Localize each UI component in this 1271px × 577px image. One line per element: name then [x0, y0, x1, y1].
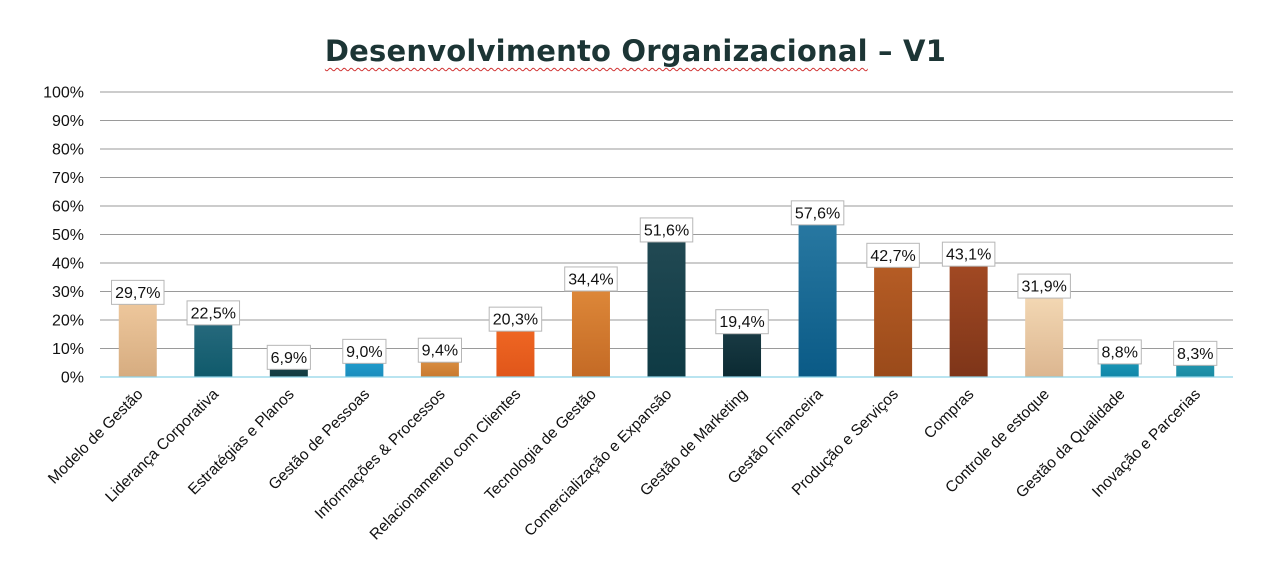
data-label: 20,3%	[493, 312, 538, 329]
y-tick-label: 10%	[52, 341, 84, 358]
data-label: 29,7%	[115, 285, 160, 302]
data-label: 9,4%	[422, 343, 458, 360]
data-label: 19,4%	[719, 314, 764, 331]
data-label-box	[790, 200, 845, 226]
data-labels: 29,7% 22,5% 6,9% 9,0% 9,4% 20,3% 34,4% 51,6% 19,…	[111, 200, 1218, 370]
y-tick-label: 60%	[52, 199, 84, 216]
data-label: 42,7%	[870, 248, 915, 265]
chart-title: Desenvolvimento Organizacional – V1	[0, 34, 1271, 68]
y-tick-label: 0%	[61, 370, 84, 387]
y-tick-label: 80%	[52, 142, 84, 159]
data-label: 8,8%	[1101, 344, 1137, 361]
x-tick-label: Compras	[921, 386, 978, 443]
data-label: 6,9%	[271, 350, 307, 367]
data-label-box	[186, 300, 241, 326]
bar	[874, 255, 913, 377]
bar	[1025, 286, 1064, 377]
x-tick-label: Informações & Processos	[312, 386, 449, 523]
bar	[949, 254, 988, 377]
x-tick-label: Relacionamento com Clientes	[367, 386, 525, 544]
y-tick-label: 50%	[52, 227, 84, 244]
chart-title-suffix: – V1	[867, 34, 947, 68]
data-label-box	[266, 344, 311, 370]
y-tick-label: 20%	[52, 313, 84, 330]
data-label: 31,9%	[1021, 279, 1066, 296]
data-label-box	[1173, 340, 1218, 366]
y-tick-label: 40%	[52, 256, 84, 273]
data-label: 22,5%	[191, 305, 236, 322]
data-label-box	[1097, 339, 1142, 365]
data-label: 8,3%	[1177, 346, 1213, 363]
y-tick-label: 100%	[43, 85, 84, 102]
data-label-box	[564, 266, 618, 292]
data-label-box	[639, 217, 694, 243]
data-label-box	[1017, 273, 1071, 299]
data-label-box	[417, 337, 462, 363]
data-label: 57,6%	[795, 205, 840, 222]
data-label-box	[342, 338, 387, 364]
data-label-box	[715, 309, 769, 335]
bar	[571, 278, 610, 377]
bar	[798, 212, 837, 377]
bar	[647, 229, 686, 377]
y-tick-label: 90%	[52, 113, 84, 130]
data-label-box	[488, 306, 543, 332]
bar	[118, 292, 157, 377]
data-label-box	[866, 242, 920, 268]
y-tick-label: 70%	[52, 170, 84, 187]
data-label: 34,4%	[568, 271, 613, 288]
x-tick-label: Comercialização e Expansão	[521, 386, 675, 540]
data-label-box	[111, 279, 165, 305]
data-label: 51,6%	[644, 222, 689, 239]
data-label: 43,1%	[946, 247, 991, 264]
data-label-box	[941, 241, 996, 267]
data-label: 9,0%	[346, 344, 382, 361]
y-tick-label: 30%	[52, 284, 84, 301]
y-axis-ticks: 0% 10% 20% 30% 40% 50% 60% 70% 80% 90% 100%	[43, 85, 84, 387]
chart-title-main: Desenvolvimento Organizacional	[324, 34, 868, 68]
